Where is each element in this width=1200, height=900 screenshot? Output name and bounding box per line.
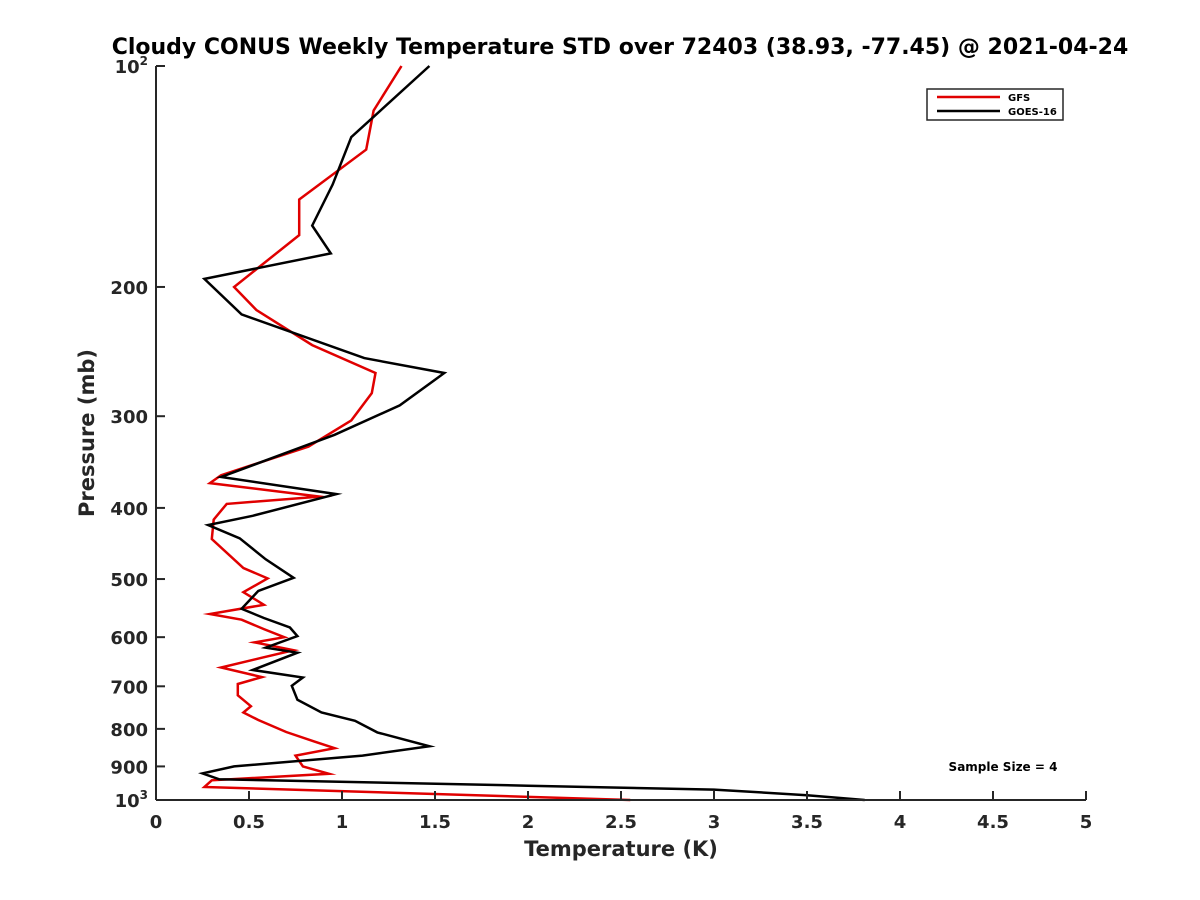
- y-tick-label: 400: [110, 499, 148, 520]
- x-ticks: 0 0.5 1 1.5 2 2.5 3 3.5 4 4.5 5: [150, 791, 1093, 833]
- y-tick-label: 500: [110, 570, 148, 591]
- sample-size-annotation: Sample Size = 4: [949, 760, 1058, 774]
- y-tick-label: 600: [110, 628, 148, 649]
- x-axis-label: Temperature (K): [524, 837, 718, 861]
- y-tick-label: 200: [110, 278, 148, 299]
- series-line-gfs: [201, 65, 631, 802]
- y-tick-label: 102: [115, 54, 148, 78]
- x-tick-label: 0.5: [233, 812, 265, 833]
- series-layer: [197, 65, 865, 802]
- legend-box: [926, 88, 1064, 121]
- legend-label: GFS: [1008, 93, 1030, 104]
- x-tick-label: 4.5: [977, 812, 1009, 833]
- x-tick-label: 4: [894, 812, 907, 833]
- x-tick-label: 1: [336, 812, 349, 833]
- x-tick-label: 3: [708, 812, 721, 833]
- y-tick-label: 900: [110, 757, 148, 778]
- y-axis-label: Pressure (mb): [75, 349, 99, 517]
- chart-title: Cloudy CONUS Weekly Temperature STD over…: [112, 35, 1129, 60]
- x-tick-label: 2.5: [605, 812, 637, 833]
- y-tick-label: 800: [110, 720, 148, 741]
- x-tick-label: 2: [522, 812, 535, 833]
- x-tick-label: 3.5: [791, 812, 823, 833]
- y-tick-label: 300: [110, 407, 148, 428]
- x-tick-label: 5: [1080, 812, 1093, 833]
- x-tick-label: 1.5: [419, 812, 451, 833]
- y-ticks: 102 200 300 400 500 600 700 800 900 103: [110, 54, 165, 812]
- series-line-goes-16: [197, 65, 865, 802]
- axes: [155, 66, 1086, 801]
- legend-label: GOES-16: [1008, 107, 1057, 118]
- y-tick-label: 700: [110, 677, 148, 698]
- x-tick-label: 0: [150, 812, 163, 833]
- legend: GFS GOES-16: [926, 88, 1064, 121]
- y-tick-label: 103: [115, 788, 148, 812]
